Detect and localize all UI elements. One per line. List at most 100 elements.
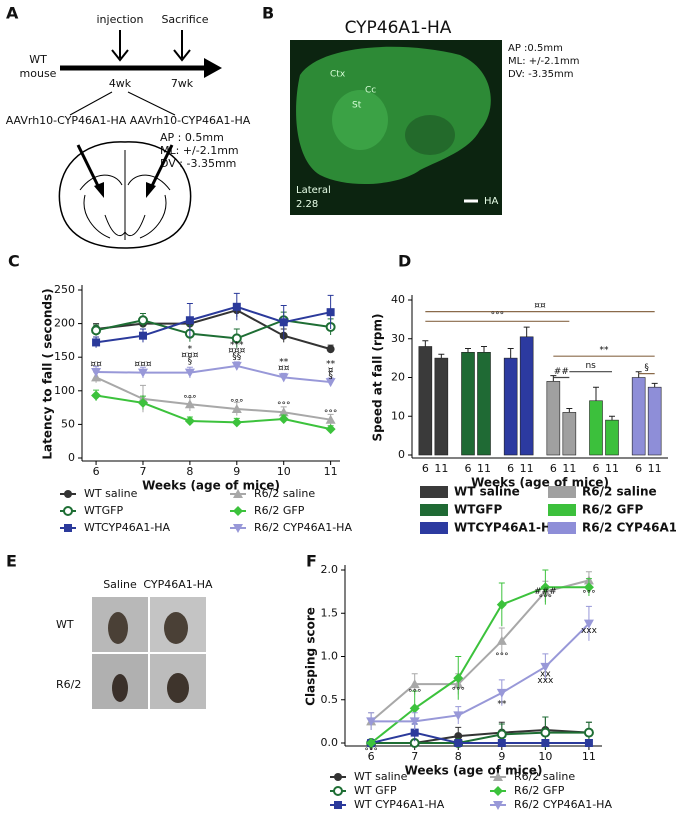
legend-swatch <box>493 772 503 781</box>
coordinate: ML: +/-2.1mm <box>508 56 580 67</box>
annotation: § <box>644 363 649 373</box>
x-tick-label: 7 <box>139 465 146 478</box>
data-point <box>278 373 289 383</box>
data-point <box>583 727 594 738</box>
photo <box>164 612 188 644</box>
legend-label: WT saline <box>84 487 138 500</box>
legend-swatch <box>493 801 503 810</box>
brain-outline <box>58 141 192 249</box>
row-label: R6/2 <box>56 678 81 691</box>
x-tick-label: 7 <box>411 750 418 763</box>
data-point <box>138 331 147 340</box>
error-bar <box>507 347 514 359</box>
data-point <box>540 662 551 672</box>
annotation: ns <box>585 361 596 371</box>
annotation: ¤¤ <box>90 359 102 369</box>
y-axis-label: Latency to fall ( seconds) <box>41 288 55 459</box>
y-tick-label: 200 <box>54 317 75 330</box>
arrow <box>76 144 102 191</box>
annotation: ### <box>534 587 557 597</box>
data-point <box>325 414 336 424</box>
legend-swatch <box>233 506 243 516</box>
y-tick-label: 150 <box>54 350 75 363</box>
y-tick-label: 20 <box>391 371 405 384</box>
annotation: ** <box>326 359 336 369</box>
panel-label: D <box>398 252 411 271</box>
bar <box>519 336 534 456</box>
x-tick-label: 6 <box>593 462 600 475</box>
series-line <box>96 364 331 384</box>
legend-swatch <box>420 504 448 516</box>
data-point <box>231 333 242 344</box>
arrow <box>111 49 129 62</box>
annotation: ¤¤ <box>534 301 546 311</box>
panel-label: E <box>6 552 17 571</box>
y-tick-label: 1.0 <box>321 650 339 663</box>
data-point <box>325 378 336 388</box>
legend-label: R6/2 saline <box>582 485 657 499</box>
annotation: §§ <box>232 352 242 362</box>
image-label: Lateral <box>296 185 331 196</box>
data-point <box>184 399 195 409</box>
annotation: °°° <box>495 652 509 662</box>
annotation: °°° <box>183 394 197 404</box>
legend-swatch <box>334 773 342 781</box>
series-line <box>371 731 589 744</box>
legend-label: R6/2 CYP46A1-HA <box>582 521 676 535</box>
data-point <box>496 599 507 610</box>
data-point <box>278 407 289 417</box>
bar <box>546 381 561 456</box>
annotation: xx <box>540 669 551 679</box>
data-point <box>366 717 377 727</box>
legend-label: R6/2 GFP <box>582 503 644 517</box>
annotation: °°° <box>582 590 596 600</box>
legend-swatch <box>233 489 243 498</box>
x-tick-label: 10 <box>277 465 291 478</box>
time-label: 7wk <box>171 77 194 90</box>
error-bar <box>609 415 615 421</box>
micrograph <box>405 115 455 155</box>
y-axis-label: Speed at fall (rpm) <box>371 314 385 442</box>
series-line <box>371 622 590 723</box>
series-line <box>95 309 331 351</box>
annotation: ¤ <box>328 365 334 375</box>
annotation: °°° <box>452 687 466 697</box>
data-point <box>325 424 336 435</box>
error-bar <box>465 347 471 353</box>
x-tick-label: 8 <box>455 750 462 763</box>
data-point <box>91 390 102 401</box>
panel-label: B <box>262 4 274 23</box>
image-title: CYP46A1-HA <box>345 18 452 38</box>
data-point <box>91 367 102 377</box>
y-tick-label: 0.0 <box>321 736 339 749</box>
legend-label: WT CYP46A1-HA <box>354 798 445 811</box>
annotation: °°° <box>491 311 505 321</box>
annotation: § <box>328 371 333 381</box>
data-point <box>231 361 242 371</box>
micrograph <box>332 90 388 150</box>
bar <box>647 386 662 456</box>
coordinate: DV : -3.35mm <box>160 157 236 170</box>
legend-label: R6/2 CYP46A1-HA <box>514 798 612 811</box>
photo <box>167 673 189 703</box>
x-tick-label: 11 <box>434 462 448 475</box>
y-tick-label: 30 <box>391 332 405 345</box>
photo <box>112 674 128 702</box>
annotation: ## <box>554 367 569 377</box>
series-line <box>370 579 590 723</box>
bar <box>562 412 577 456</box>
series-line <box>95 319 331 340</box>
annotation: § <box>188 357 193 367</box>
legend-label: R6/2 saline <box>254 487 315 500</box>
legend-swatch <box>493 786 503 796</box>
data-point <box>453 711 464 721</box>
legend-label: WTGFP <box>84 504 123 517</box>
data-point <box>279 318 288 327</box>
data-point <box>496 635 507 645</box>
legend-label: WTGFP <box>454 503 502 517</box>
data-point <box>231 403 242 413</box>
legend-swatch <box>420 522 448 534</box>
annotation: ** <box>497 700 507 710</box>
legend-swatch <box>233 524 243 533</box>
